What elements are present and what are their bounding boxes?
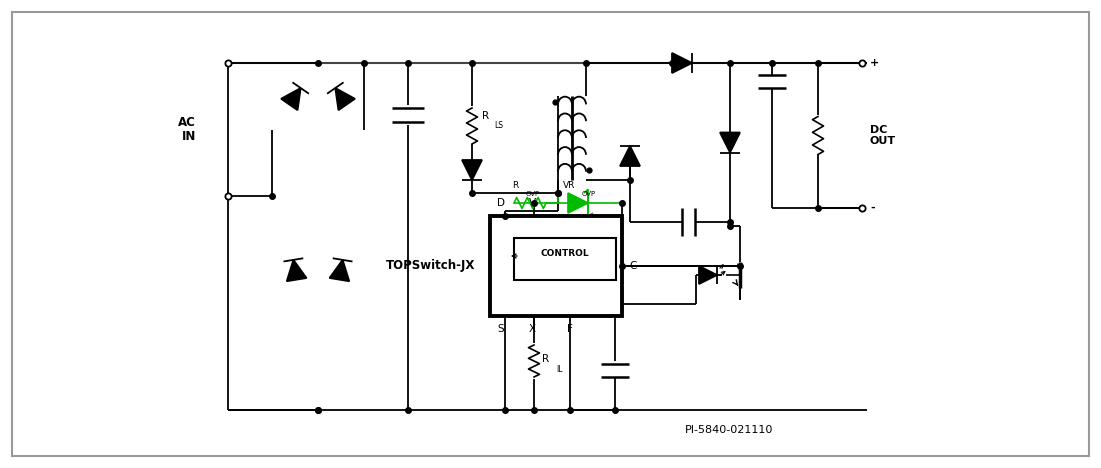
Polygon shape [286, 260, 306, 281]
Polygon shape [281, 88, 301, 110]
Text: D: D [497, 198, 505, 208]
Text: DC
OUT: DC OUT [870, 124, 896, 146]
Text: R: R [542, 354, 549, 364]
Text: X: X [528, 324, 535, 334]
Text: IL: IL [556, 366, 563, 374]
Text: V: V [528, 198, 535, 208]
Polygon shape [462, 160, 482, 180]
Text: S: S [498, 324, 504, 334]
Polygon shape [329, 260, 349, 281]
Polygon shape [720, 132, 740, 153]
Bar [490, 216, 622, 316]
Text: TOPSwitch-JX: TOPSwitch-JX [385, 259, 475, 272]
Polygon shape [672, 53, 693, 73]
Text: R: R [512, 181, 519, 190]
Text: LS: LS [494, 122, 503, 131]
Text: F: F [567, 324, 573, 334]
Text: +: + [870, 58, 880, 68]
Polygon shape [699, 266, 717, 284]
Polygon shape [568, 193, 588, 213]
Text: PI-5840-021110: PI-5840-021110 [685, 425, 773, 435]
Text: OVP: OVP [582, 191, 596, 197]
Polygon shape [336, 88, 355, 110]
Text: CONTROL: CONTROL [541, 249, 589, 258]
Bar [514, 238, 615, 280]
Text: VR: VR [563, 181, 576, 190]
Text: AC
IN: AC IN [178, 116, 196, 144]
Text: OVP: OVP [526, 191, 541, 197]
Text: R: R [482, 111, 489, 121]
Text: -: - [870, 203, 874, 213]
Text: C: C [629, 261, 636, 271]
Polygon shape [620, 146, 640, 166]
